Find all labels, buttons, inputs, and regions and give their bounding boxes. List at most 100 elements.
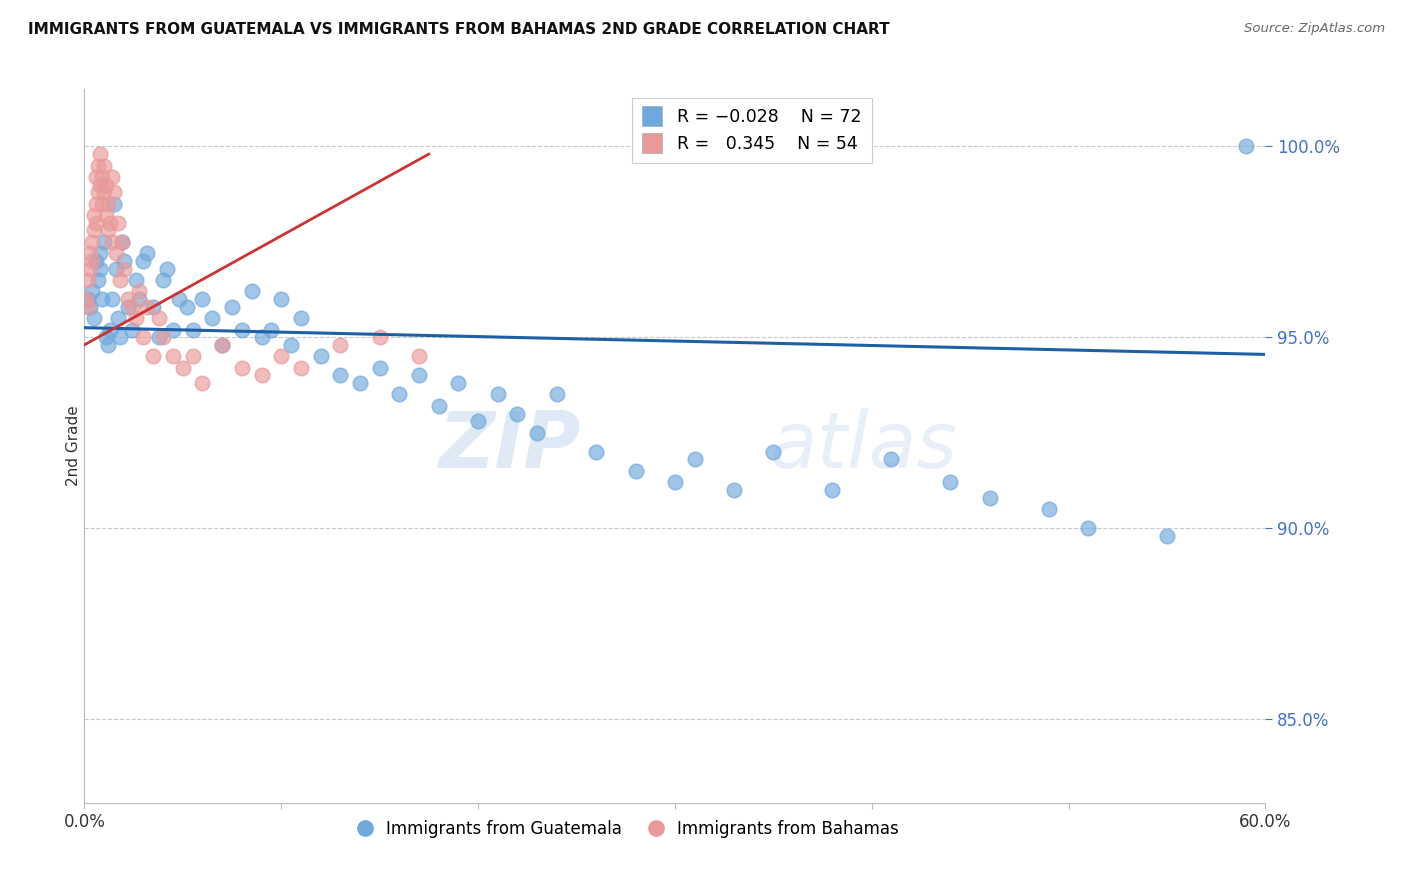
Point (148, 311, 170, 326)
Point (167, 292, 190, 306)
Point (124, 273, 146, 287)
Point (1234, 139, 1257, 153)
Point (103, 186, 125, 200)
Point (89, 246, 111, 260)
Point (111, 235, 134, 249)
Point (128, 285, 150, 299)
Point (94, 208, 117, 222)
Point (329, 368, 352, 383)
Point (91, 169, 114, 184)
Point (191, 376, 214, 390)
Point (89, 178, 111, 192)
Point (112, 261, 135, 276)
Point (723, 483, 745, 497)
Point (181, 349, 204, 363)
Point (939, 475, 962, 490)
Point (447, 376, 470, 390)
Point (77, 292, 100, 306)
Point (1077, 521, 1099, 535)
Point (101, 235, 124, 249)
Point (77, 300, 100, 314)
Point (97, 196, 120, 211)
Point (83, 208, 105, 222)
Point (87, 273, 110, 287)
Point (280, 338, 302, 352)
Point (121, 300, 143, 314)
Point (231, 323, 253, 337)
Point (101, 169, 124, 184)
Point (290, 311, 312, 326)
Point (82, 235, 104, 249)
Point (93, 186, 115, 200)
Point (128, 292, 150, 306)
Point (107, 311, 129, 326)
Point (290, 360, 312, 375)
Point (79, 300, 101, 314)
Point (87, 186, 110, 200)
Point (132, 254, 155, 268)
Point (408, 368, 430, 383)
Point (526, 425, 548, 440)
Point (309, 349, 332, 363)
Point (250, 368, 273, 383)
Point (585, 444, 607, 458)
Point (250, 330, 273, 344)
Point (172, 360, 194, 375)
Y-axis label: 2nd Grade: 2nd Grade (66, 406, 80, 486)
Point (191, 292, 214, 306)
Point (683, 452, 706, 467)
Point (467, 414, 489, 428)
Point (664, 475, 686, 490)
Text: IMMIGRANTS FROM GUATEMALA VS IMMIGRANTS FROM BAHAMAS 2ND GRADE CORRELATION CHART: IMMIGRANTS FROM GUATEMALA VS IMMIGRANTS … (28, 22, 890, 37)
Point (84, 254, 107, 268)
Point (101, 292, 124, 306)
Text: ZIP: ZIP (439, 408, 581, 484)
Point (84, 196, 107, 211)
Point (1156, 529, 1178, 543)
Point (117, 300, 139, 314)
Text: Source: ZipAtlas.com: Source: ZipAtlas.com (1244, 22, 1385, 36)
Point (94, 330, 117, 344)
Point (97, 223, 120, 237)
Point (880, 452, 903, 467)
Point (162, 349, 184, 363)
Point (83, 223, 105, 237)
Point (108, 273, 131, 287)
Point (84, 169, 107, 184)
Text: atlas: atlas (769, 408, 957, 484)
Point (546, 387, 568, 401)
Point (97, 338, 120, 352)
Point (408, 349, 430, 363)
Point (624, 464, 647, 478)
Point (486, 387, 509, 401)
Point (93, 159, 115, 173)
Point (142, 349, 165, 363)
Point (176, 300, 198, 314)
Point (132, 330, 155, 344)
Point (221, 300, 243, 314)
Point (82, 254, 104, 268)
Point (104, 246, 127, 260)
Point (79, 246, 101, 260)
Point (117, 292, 139, 306)
Point (103, 196, 125, 211)
Point (87, 159, 110, 173)
Point (427, 399, 450, 413)
Point (152, 273, 174, 287)
Point (1038, 502, 1060, 516)
Point (260, 323, 283, 337)
Point (136, 300, 159, 314)
Point (506, 407, 529, 421)
Point (91, 196, 114, 211)
Point (77, 273, 100, 287)
Point (104, 261, 127, 276)
Point (211, 338, 233, 352)
Point (979, 491, 1001, 505)
Point (108, 330, 131, 344)
Point (762, 444, 785, 458)
Point (156, 261, 179, 276)
Point (181, 323, 204, 337)
Point (79, 261, 101, 276)
Point (231, 360, 253, 375)
Point (89, 261, 111, 276)
